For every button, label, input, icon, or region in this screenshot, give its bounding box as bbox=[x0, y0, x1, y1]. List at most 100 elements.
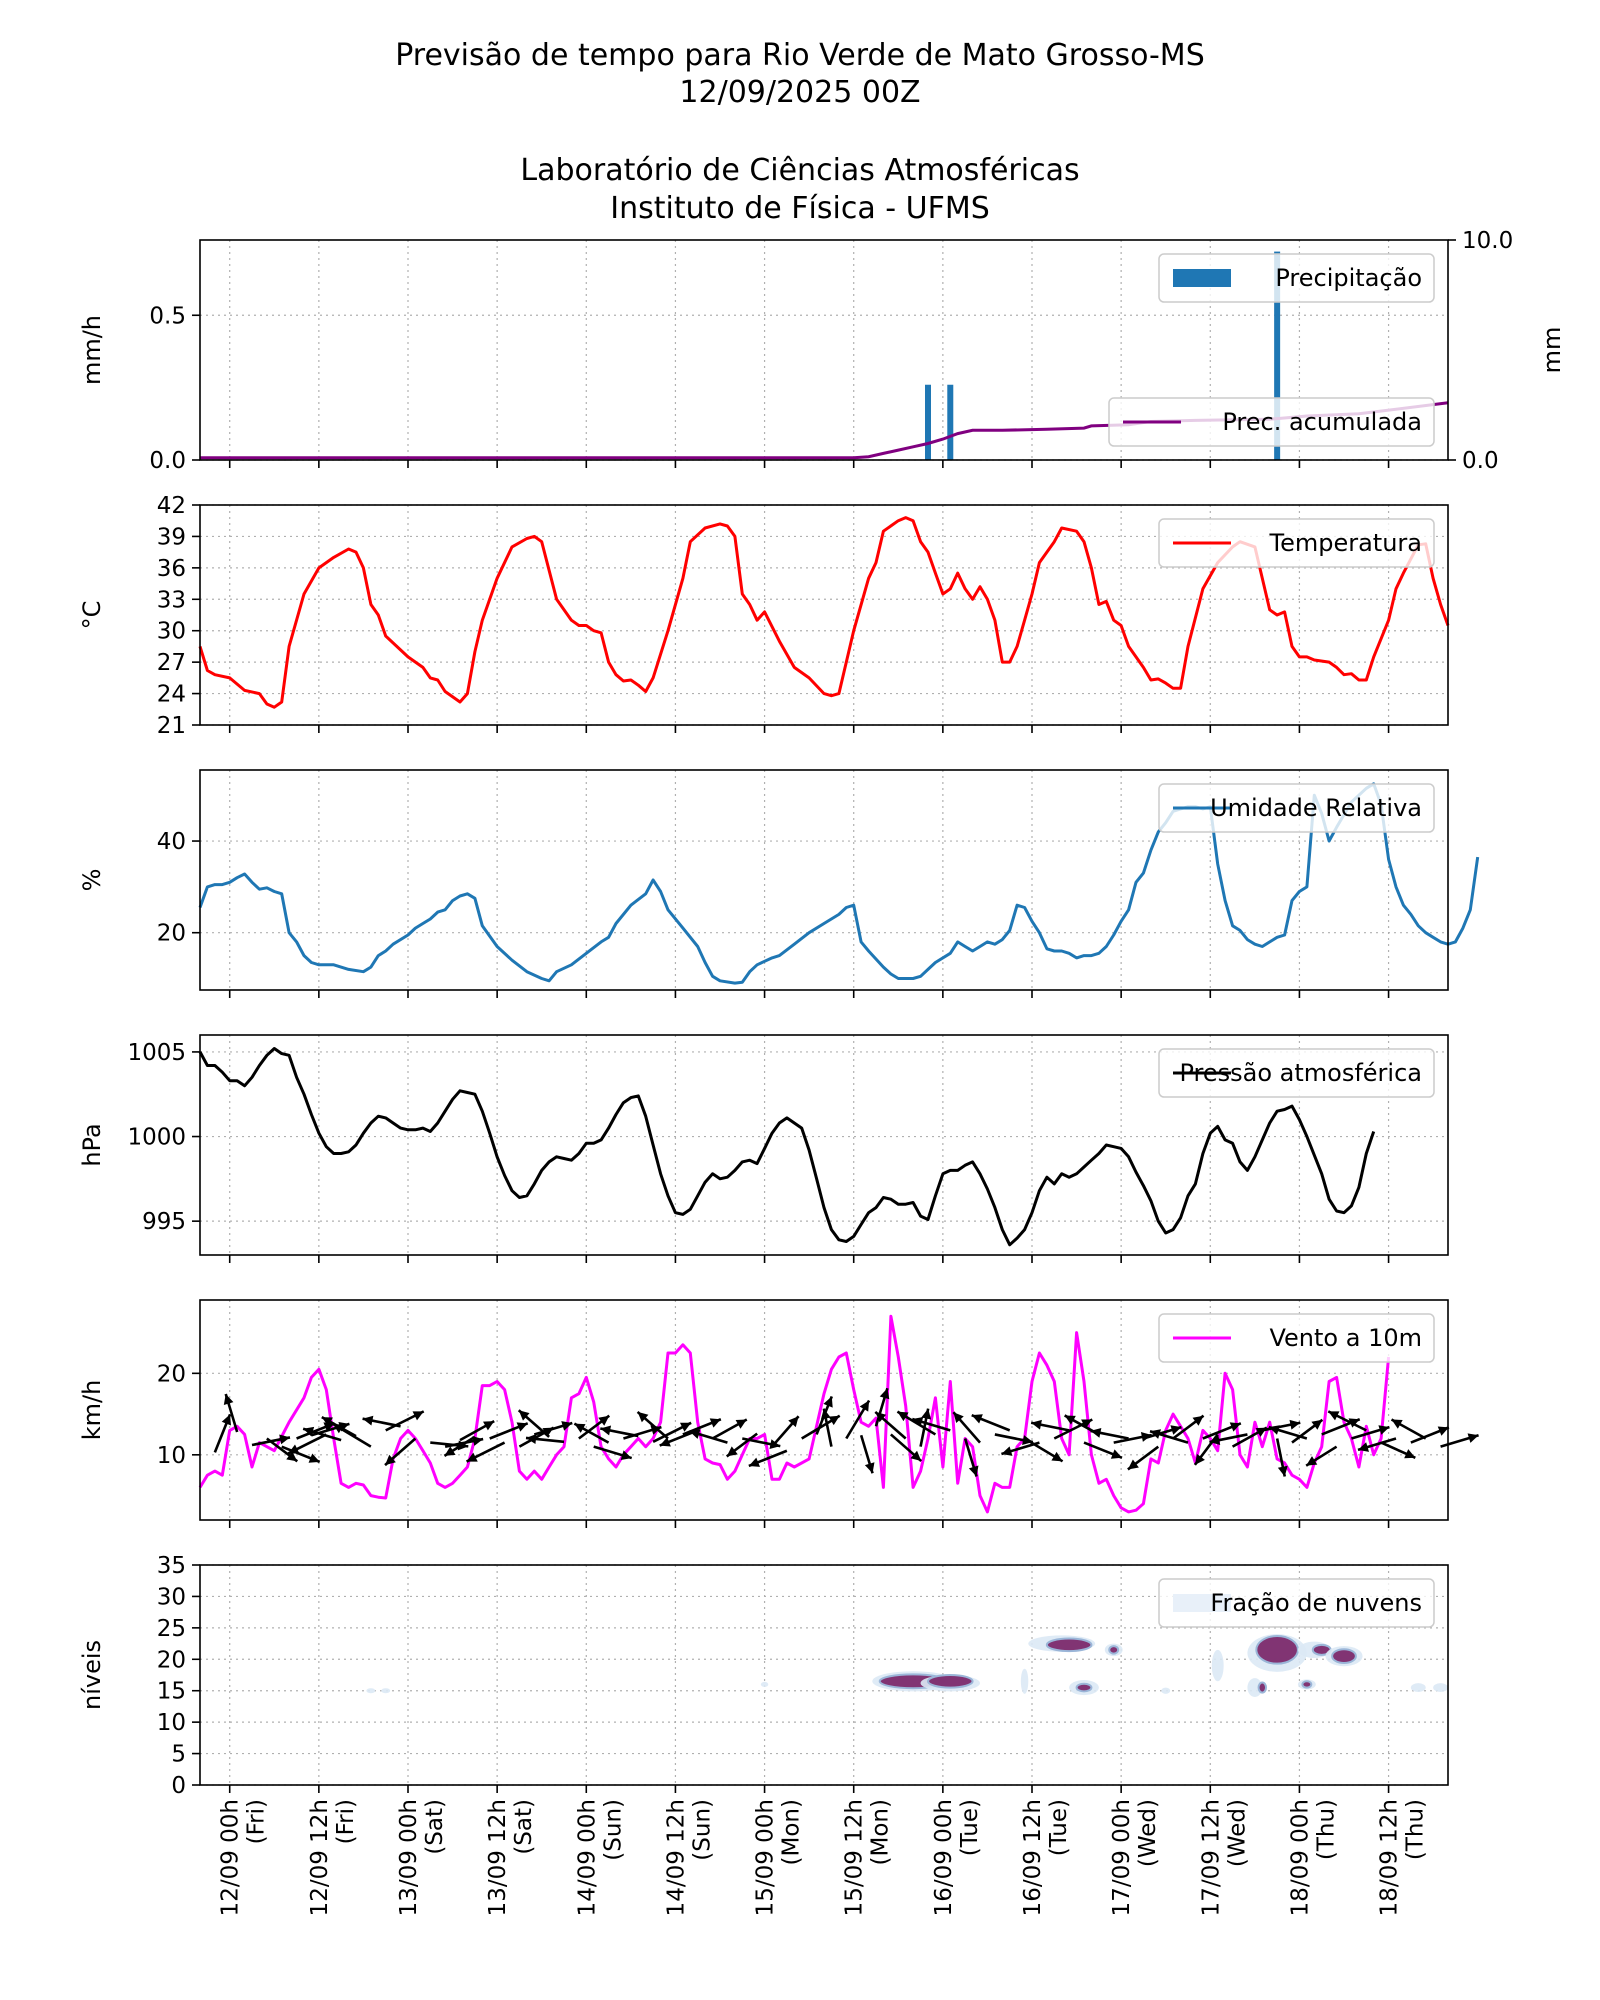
legend-box bbox=[1158, 253, 1435, 303]
x-tick-date-label: 13/09 12h bbox=[485, 1799, 511, 1916]
legend-box bbox=[1158, 1313, 1435, 1363]
wind-arrow-head bbox=[223, 1394, 234, 1406]
wind-arrow-head bbox=[820, 1408, 831, 1420]
x-tick-day-label: (Thu) bbox=[1313, 1799, 1339, 1860]
panel-frame bbox=[199, 1564, 1449, 1786]
x-tick-date-label: 16/09 00h bbox=[931, 1799, 957, 1916]
y-tick-label: 15 bbox=[157, 1679, 186, 1705]
wind-arrow-head bbox=[1001, 1446, 1013, 1456]
x-tick-day-label: (Mon) bbox=[779, 1799, 805, 1865]
wind-arrow-head bbox=[303, 1426, 315, 1437]
x-tick-date-label: 17/09 00h bbox=[1109, 1799, 1135, 1916]
x-tick-day-label: (Mon) bbox=[868, 1799, 894, 1865]
x-tick-date-label: 16/09 12h bbox=[1020, 1799, 1046, 1916]
wind-arrow-head bbox=[912, 1417, 924, 1427]
y-tick-label: 0 bbox=[171, 1773, 186, 1799]
wind-arrow-head bbox=[518, 1410, 530, 1421]
x-tick-day-label: (Wed) bbox=[1135, 1799, 1161, 1867]
wind-arrow-head bbox=[953, 1412, 964, 1424]
y-tick-label: 995 bbox=[142, 1209, 186, 1235]
x-tick-day-label: (Wed) bbox=[1224, 1799, 1250, 1867]
legend-swatch bbox=[1173, 1594, 1231, 1612]
legend-label: Fração de nuvens bbox=[1210, 1589, 1422, 1617]
cloud-fraction-area bbox=[1211, 1649, 1224, 1682]
x-tick-day-label: (Tue) bbox=[957, 1799, 983, 1856]
wind-arrow-head bbox=[823, 1396, 833, 1408]
wind-arrow-head bbox=[323, 1422, 335, 1432]
wind-arrow-head bbox=[637, 1411, 649, 1423]
y-axis-label: hPa bbox=[78, 1123, 106, 1166]
wind-arrow-head bbox=[483, 1421, 495, 1431]
wind-arrow-head bbox=[526, 1433, 537, 1444]
precip-bar bbox=[1274, 251, 1281, 460]
wind-arrow-head bbox=[1467, 1433, 1479, 1443]
wind-arrow-head bbox=[875, 1411, 887, 1423]
x-tick-date-label: 15/09 00h bbox=[753, 1799, 779, 1916]
cloud-fraction-core bbox=[1045, 1637, 1093, 1653]
y-tick-label: 42 bbox=[157, 493, 186, 519]
wind-arrow-head bbox=[1437, 1426, 1449, 1436]
x-tick-date-label: 13/09 00h bbox=[396, 1799, 422, 1916]
y-tick-label: 33 bbox=[157, 587, 186, 613]
panel-5: 10 20 km/h Vento a 10m bbox=[78, 1299, 1479, 1528]
wind-arrow-head bbox=[472, 1436, 484, 1446]
wind-arrow-head bbox=[412, 1411, 424, 1421]
wind-arrow-head bbox=[689, 1429, 701, 1439]
wind-arrow-head bbox=[1404, 1449, 1416, 1459]
precip-bar bbox=[947, 384, 954, 460]
wind-arrow-head bbox=[859, 1400, 870, 1412]
chart-subtitle-line1: Laboratório de Ciências Atmosféricas bbox=[520, 153, 1079, 188]
wind-arrow-head bbox=[1289, 1419, 1301, 1430]
y-tick-label: 35 bbox=[157, 1553, 186, 1579]
y-tick-label: 20 bbox=[157, 1361, 186, 1387]
y-axis-label: níveis bbox=[78, 1640, 106, 1710]
panel-frame bbox=[199, 769, 1449, 991]
wind-arrow-head bbox=[1127, 1459, 1139, 1470]
wind-arrow-head bbox=[1150, 1429, 1162, 1439]
legend-box bbox=[1158, 1048, 1435, 1098]
y-right-tick-label: 10.0 bbox=[1462, 228, 1513, 254]
cloud-fraction-core bbox=[1257, 1681, 1268, 1694]
x-tick-day-label: (Fri) bbox=[333, 1799, 359, 1844]
wind-arrow-head bbox=[971, 1414, 983, 1424]
wind-arrow-head bbox=[1328, 1411, 1340, 1421]
wind-arrow-head bbox=[620, 1450, 632, 1460]
wind-arrow-head bbox=[221, 1414, 231, 1426]
y-tick-label: 5 bbox=[171, 1742, 186, 1768]
wind-arrow-head bbox=[1064, 1415, 1076, 1425]
wind-arrow-head bbox=[1277, 1465, 1288, 1477]
wind-arrow-head bbox=[574, 1423, 586, 1433]
wind-arrow-head bbox=[288, 1444, 300, 1454]
wind-arrow-head bbox=[679, 1422, 692, 1432]
panel-frame bbox=[199, 1299, 1449, 1521]
wind-arrow-head bbox=[332, 1423, 345, 1434]
wind-arrow-head bbox=[1192, 1415, 1204, 1426]
x-tick-date-label: 18/09 00h bbox=[1287, 1799, 1313, 1916]
cloud-fraction-area bbox=[1433, 1683, 1448, 1692]
cloud-fraction-area bbox=[1247, 1678, 1263, 1697]
x-tick-day-label: (Tue) bbox=[1046, 1799, 1072, 1856]
chart-panels: 0.0 0.5 mm/h 0.0 10.0 mm Precipitação Prec. acu… bbox=[78, 228, 1566, 1916]
y-tick-label: 24 bbox=[157, 682, 186, 708]
wind-arrow-head bbox=[748, 1457, 760, 1467]
x-tick-day-label: (Fri) bbox=[244, 1799, 270, 1844]
x-tick-date-label: 12/09 12h bbox=[307, 1799, 333, 1916]
wind-arrow-head bbox=[466, 1452, 478, 1462]
wind-arrow-head bbox=[362, 1415, 374, 1426]
legend-label: Pressão atmosférica bbox=[1179, 1059, 1422, 1087]
y-tick-label: 0.5 bbox=[149, 303, 186, 329]
y-axis-label: mm/h bbox=[78, 315, 106, 385]
wind-arrow-head bbox=[1268, 1425, 1280, 1435]
wind-arrow-head bbox=[709, 1418, 721, 1428]
wind-arrow-head bbox=[561, 1421, 573, 1431]
wind-arrow-head bbox=[444, 1446, 456, 1456]
x-tick-day-label: (Sat) bbox=[511, 1799, 537, 1855]
wind-arrow-head bbox=[600, 1425, 612, 1436]
panel-frame bbox=[199, 504, 1449, 726]
wind-arrow-head bbox=[650, 1425, 662, 1435]
y-right-tick-label: 0.0 bbox=[1462, 448, 1499, 474]
legend-swatch bbox=[1173, 269, 1231, 287]
legend-label: Precipitação bbox=[1275, 264, 1422, 292]
cloud-fraction-core bbox=[1331, 1648, 1357, 1665]
